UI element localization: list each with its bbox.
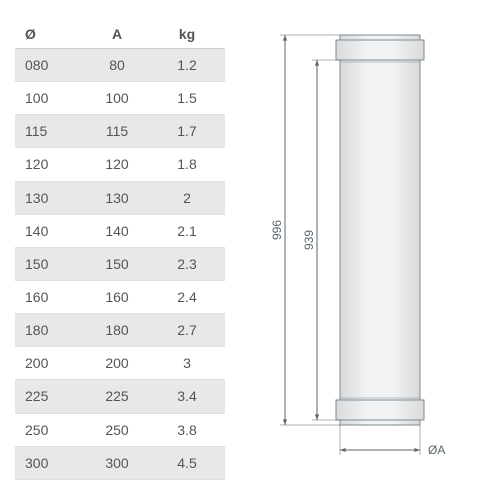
spec-table: Ø A kg 080801.21001001.51151151.71201201… bbox=[15, 20, 225, 480]
cell: 150 bbox=[85, 247, 155, 280]
cell: 180 bbox=[15, 314, 85, 347]
table-row: 1001001.5 bbox=[15, 82, 225, 115]
col-a: A bbox=[85, 20, 155, 49]
cell: 2.1 bbox=[155, 214, 225, 247]
cell: 4.5 bbox=[155, 446, 225, 479]
table-row: 1801802.7 bbox=[15, 314, 225, 347]
cell: 120 bbox=[85, 148, 155, 181]
cell: 80 bbox=[85, 49, 155, 82]
cell: 250 bbox=[85, 413, 155, 446]
cell: 250 bbox=[15, 413, 85, 446]
col-kg: kg bbox=[155, 20, 225, 49]
cell: 140 bbox=[85, 214, 155, 247]
svg-text:939: 939 bbox=[302, 230, 316, 250]
cell: 200 bbox=[15, 347, 85, 380]
table-row: 1201201.8 bbox=[15, 148, 225, 181]
cell: 100 bbox=[85, 82, 155, 115]
table-row: 2252253.4 bbox=[15, 380, 225, 413]
cell: 2.4 bbox=[155, 280, 225, 313]
table-row: 1301302 bbox=[15, 181, 225, 214]
cell: 115 bbox=[85, 115, 155, 148]
cell: 225 bbox=[85, 380, 155, 413]
cell: 130 bbox=[85, 181, 155, 214]
cell: 150 bbox=[15, 247, 85, 280]
cell: 130 bbox=[15, 181, 85, 214]
cell: 3.8 bbox=[155, 413, 225, 446]
table-row: 1401402.1 bbox=[15, 214, 225, 247]
cell: 115 bbox=[15, 115, 85, 148]
technical-drawing: 996 939 ØA bbox=[245, 20, 455, 480]
cell: 2.3 bbox=[155, 247, 225, 280]
cell: 100 bbox=[15, 82, 85, 115]
cell: 300 bbox=[85, 446, 155, 479]
cell: 080 bbox=[15, 49, 85, 82]
header-row: Ø A kg bbox=[15, 20, 225, 49]
cell: 1.5 bbox=[155, 82, 225, 115]
table-row: 2502503.8 bbox=[15, 413, 225, 446]
cell: 160 bbox=[85, 280, 155, 313]
table-row: 080801.2 bbox=[15, 49, 225, 82]
cell: 3.4 bbox=[155, 380, 225, 413]
table-row: 1151151.7 bbox=[15, 115, 225, 148]
cell: 140 bbox=[15, 214, 85, 247]
cell: 180 bbox=[85, 314, 155, 347]
cell: 2.7 bbox=[155, 314, 225, 347]
cell: 1.7 bbox=[155, 115, 225, 148]
cell: 200 bbox=[85, 347, 155, 380]
cell: 1.8 bbox=[155, 148, 225, 181]
cell: 120 bbox=[15, 148, 85, 181]
table-row: 1601602.4 bbox=[15, 280, 225, 313]
cell: 225 bbox=[15, 380, 85, 413]
svg-text:996: 996 bbox=[270, 220, 284, 240]
table-row: 1501502.3 bbox=[15, 247, 225, 280]
col-diameter: Ø bbox=[15, 20, 85, 49]
cell: 3 bbox=[155, 347, 225, 380]
cell: 300 bbox=[15, 446, 85, 479]
table-row: 3003004.5 bbox=[15, 446, 225, 479]
cell: 160 bbox=[15, 280, 85, 313]
cell: 1.2 bbox=[155, 49, 225, 82]
table-row: 2002003 bbox=[15, 347, 225, 380]
svg-text:ØA: ØA bbox=[428, 443, 445, 457]
cell: 2 bbox=[155, 181, 225, 214]
